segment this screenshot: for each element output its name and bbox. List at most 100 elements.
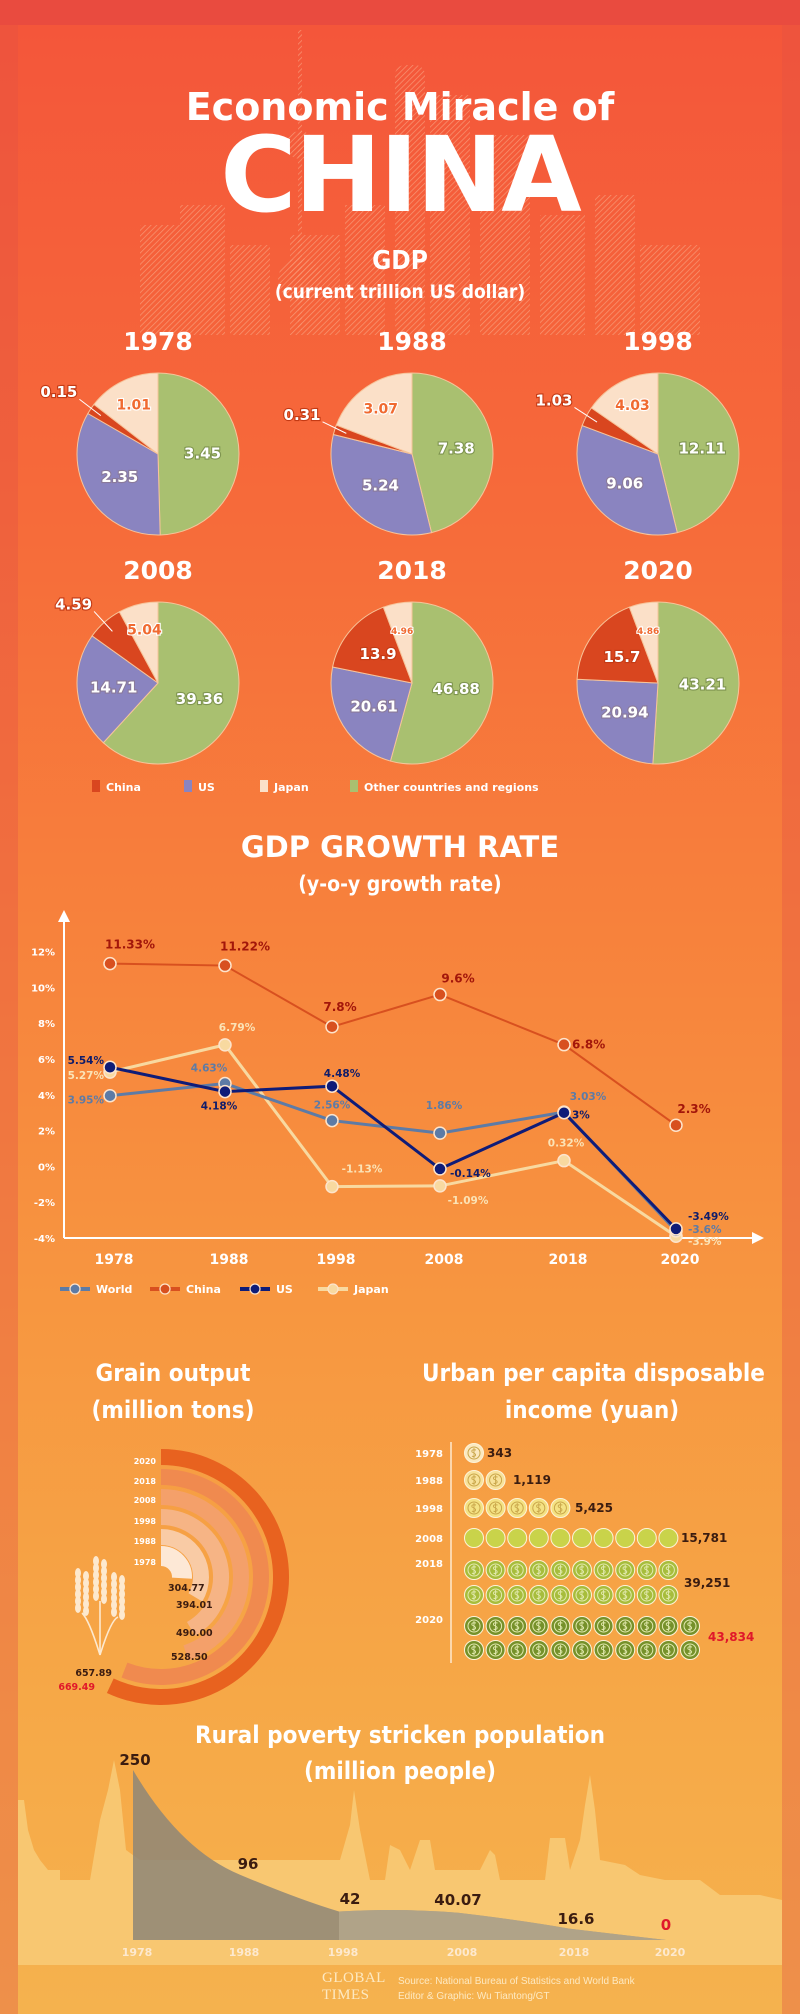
dollar-sign-icon bbox=[536, 1645, 541, 1655]
series-us bbox=[103, 1060, 683, 1236]
pie-slice-japan bbox=[590, 372, 659, 455]
data-point bbox=[218, 1038, 232, 1052]
dollar-sign-icon bbox=[600, 1645, 606, 1655]
poverty-value-label: 0 bbox=[661, 1916, 671, 1934]
y-tick-label: -2% bbox=[34, 1198, 55, 1209]
coin-ring bbox=[489, 1588, 503, 1602]
coin-ring bbox=[553, 1501, 567, 1515]
pie-slice-us bbox=[576, 424, 678, 536]
wheat-grain bbox=[75, 1589, 81, 1599]
dollar-sign-icon bbox=[644, 1645, 649, 1655]
coin-ring bbox=[532, 1643, 546, 1657]
pie-slice-other bbox=[652, 601, 740, 765]
coin-icon bbox=[572, 1585, 592, 1605]
coin-ring bbox=[467, 1619, 481, 1633]
coin-ring bbox=[597, 1563, 611, 1577]
data-label: 7.8% bbox=[323, 1000, 356, 1014]
dollar-sign-icon bbox=[471, 1448, 477, 1458]
dollar-sign-icon bbox=[579, 1621, 585, 1631]
coin-icon bbox=[485, 1470, 506, 1490]
coin-icon bbox=[593, 1640, 614, 1660]
coin-icon bbox=[636, 1585, 657, 1605]
dollar-sign-icon bbox=[557, 1565, 563, 1575]
left-border bbox=[0, 0, 18, 2014]
coin bbox=[658, 1528, 679, 1548]
title-china: CHINA bbox=[220, 114, 582, 236]
pie-chart-1988: 1988 7.38 5.24 0.31 3.07 bbox=[282, 327, 494, 536]
y-tick-label: -4% bbox=[34, 1234, 55, 1245]
dollar-sign-icon bbox=[471, 1565, 477, 1575]
income-value-label: 39,251 bbox=[684, 1576, 730, 1590]
data-point bbox=[325, 1113, 339, 1128]
coin-icon bbox=[550, 1498, 571, 1518]
pie-slice-us bbox=[576, 678, 659, 765]
coin-ring bbox=[467, 1643, 481, 1657]
coin-icon bbox=[658, 1616, 679, 1636]
coin-icon bbox=[615, 1616, 636, 1636]
coin-ring bbox=[553, 1563, 567, 1577]
wheat-stem bbox=[81, 1612, 101, 1656]
coin-ring bbox=[489, 1563, 503, 1577]
coin-icon bbox=[464, 1585, 484, 1605]
title-line-1: Economic Miracle of bbox=[185, 85, 615, 129]
coin-ring bbox=[661, 1619, 675, 1633]
legend-swatch bbox=[92, 780, 100, 792]
legend-label: Japan bbox=[353, 1283, 389, 1296]
grain-arc-1978 bbox=[160, 1546, 192, 1579]
data-label: 2.56% bbox=[314, 1100, 351, 1112]
coin-icon bbox=[572, 1640, 592, 1660]
pie-chart-2018: 2018 46.88 20.61 13.9 4.96 bbox=[330, 556, 494, 765]
data-point bbox=[103, 1060, 117, 1074]
coin-ring bbox=[683, 1619, 697, 1633]
wheat-grain bbox=[93, 1577, 99, 1587]
wheat-grain bbox=[111, 1572, 117, 1582]
data-point bbox=[669, 1118, 683, 1132]
poverty-year-label: 1988 bbox=[229, 1946, 260, 1959]
pie-year-label: 2020 bbox=[623, 556, 693, 585]
grain-arc-1998 bbox=[160, 1509, 229, 1636]
coin-icon bbox=[658, 1640, 679, 1660]
grain-arc-2018 bbox=[121, 1469, 269, 1685]
coin-icon bbox=[636, 1528, 657, 1548]
skyline-illustration bbox=[140, 30, 700, 335]
line-legend-japan: Japan bbox=[318, 1283, 389, 1296]
pie-slice-other bbox=[102, 601, 240, 765]
coin-ring bbox=[597, 1643, 611, 1657]
income-year-label: 2018 bbox=[415, 1559, 443, 1570]
data-label: 3.95% bbox=[68, 1095, 105, 1107]
data-label: 4.63% bbox=[191, 1063, 228, 1075]
grain-radial-chart: 1978 304.77 1988 394.01 1998 490.00 2008 528.50… bbox=[58, 1449, 289, 1705]
pie-leader-line bbox=[574, 407, 598, 423]
data-label: 11.22% bbox=[220, 940, 270, 954]
wheat-grain bbox=[93, 1563, 99, 1573]
wheat-grain bbox=[75, 1568, 81, 1578]
coin-ring bbox=[575, 1619, 589, 1633]
y-tick-label: 6% bbox=[38, 1055, 55, 1066]
coin-ring bbox=[510, 1501, 524, 1515]
pie-value-label: 3.45 bbox=[184, 444, 221, 462]
data-label: 9.6% bbox=[441, 972, 474, 986]
grain-value-label: 669.49 bbox=[58, 1682, 95, 1693]
grain-title: Grain output bbox=[95, 1359, 251, 1387]
data-label: 3% bbox=[572, 1110, 590, 1122]
wheat-grain bbox=[119, 1582, 125, 1592]
coin-ring bbox=[467, 1563, 481, 1577]
wheat-grain bbox=[101, 1573, 107, 1583]
wheat-grain bbox=[111, 1593, 117, 1603]
wheat-grain bbox=[111, 1586, 117, 1596]
coin-icon bbox=[528, 1498, 549, 1518]
coin-icon bbox=[593, 1585, 614, 1605]
wheat-grain bbox=[119, 1589, 125, 1599]
poverty-value-label: 16.6 bbox=[557, 1910, 594, 1928]
top-band bbox=[0, 0, 800, 25]
coin-ring bbox=[597, 1619, 611, 1633]
poverty-title-line-1: Rural poverty stricken population bbox=[195, 1721, 605, 1749]
wheat-grain bbox=[93, 1584, 99, 1594]
legend-item-other: Other countries and regions bbox=[350, 780, 539, 794]
dollar-sign-icon bbox=[665, 1621, 671, 1631]
coin bbox=[593, 1528, 614, 1548]
wheat-grain bbox=[119, 1596, 125, 1606]
pie-slice-other bbox=[411, 372, 494, 534]
coin-icon bbox=[615, 1560, 636, 1580]
